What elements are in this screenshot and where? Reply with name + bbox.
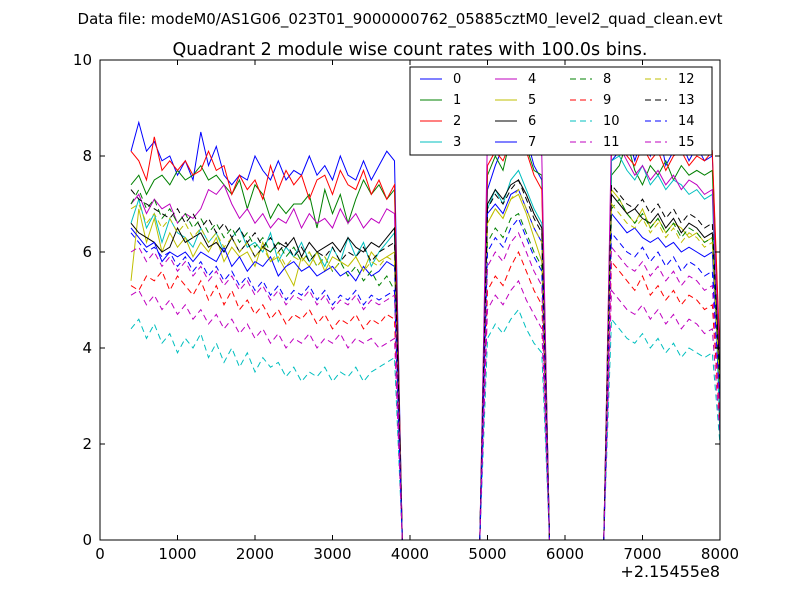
series-line-8 (130, 188, 720, 540)
x-tick-label: 0 (95, 545, 105, 563)
series-line-13 (130, 179, 720, 540)
legend-label-6: 6 (528, 114, 536, 129)
series-line-5 (130, 188, 720, 540)
legend-label-9: 9 (603, 93, 611, 108)
series-line-10 (130, 308, 720, 540)
x-tick-label: 1000 (158, 545, 196, 563)
x-tick-label: 5000 (468, 545, 506, 563)
series-line-7 (130, 188, 720, 540)
legend-label-0: 0 (453, 72, 461, 87)
x-tick-label: 2000 (236, 545, 274, 563)
y-tick-label: 8 (82, 147, 92, 165)
series-line-9 (130, 250, 720, 540)
series-line-1 (130, 126, 720, 540)
legend-label-5: 5 (528, 93, 536, 108)
x-axis: 0 1000 2000 3000 4000 5000 6000 7000 8000 (95, 60, 739, 563)
x-tick-label: 8000 (701, 545, 739, 563)
legend-label-4: 4 (528, 72, 536, 87)
y-tick-label: 2 (82, 435, 92, 453)
y-tick-label: 6 (82, 243, 92, 261)
y-tick-label: 10 (73, 51, 92, 69)
series-line-12 (130, 188, 720, 540)
legend-label-11: 11 (603, 135, 620, 150)
y-tick-label: 4 (82, 339, 92, 357)
x-tick-label: 6000 (546, 545, 584, 563)
chart-title: Quadrant 2 module wise count rates with … (173, 40, 648, 60)
suptitle: Data file: modeM0/AS1G06_023T01_90000007… (78, 10, 723, 29)
x-tick-label: 3000 (313, 545, 351, 563)
series-line-6 (130, 179, 720, 540)
legend-label-10: 10 (603, 114, 620, 129)
legend-box (409, 66, 713, 156)
legend-label-8: 8 (603, 72, 611, 87)
y-tick-label: 0 (82, 531, 92, 549)
legend-label-3: 3 (453, 135, 461, 150)
x-tick-label: 4000 (391, 545, 429, 563)
legend-label-1: 1 (453, 93, 461, 108)
legend-label-14: 14 (678, 114, 695, 129)
legend-label-2: 2 (453, 114, 461, 129)
legend-label-13: 13 (678, 93, 695, 108)
series-line-14 (130, 217, 720, 540)
x-tick-label: 7000 (623, 545, 661, 563)
legend-label-15: 15 (678, 135, 695, 150)
legend-label-7: 7 (528, 135, 536, 150)
x-offset-label: +2.15455e8 (620, 562, 720, 581)
legend-label-12: 12 (678, 72, 695, 87)
